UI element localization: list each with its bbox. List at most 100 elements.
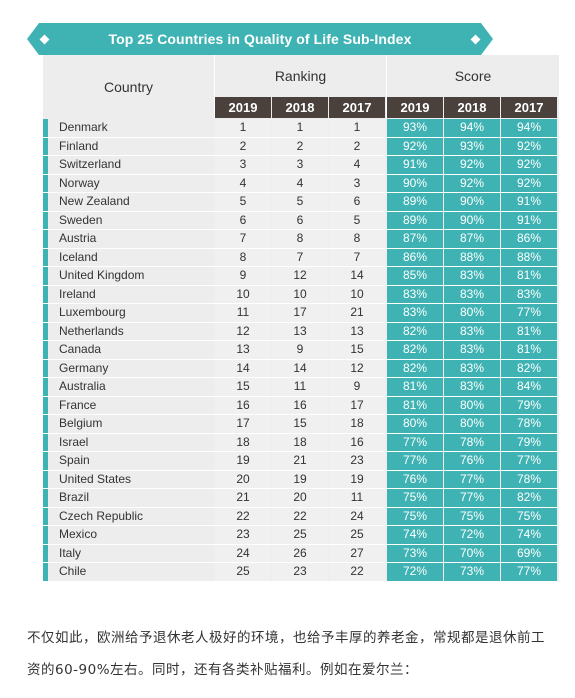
rank-cell: 18 bbox=[329, 415, 385, 433]
score-cell: 87% bbox=[444, 230, 500, 248]
table-row: Norway 4 4 3 90% 92% 92% bbox=[43, 174, 559, 193]
table-title: Top 25 Countries in Quality of Life Sub-… bbox=[108, 31, 412, 47]
rank-cell: 22 bbox=[215, 507, 271, 525]
score-cell: 81% bbox=[501, 341, 557, 359]
country-cell: Ireland bbox=[48, 285, 214, 303]
score-cell: 80% bbox=[444, 415, 500, 433]
rank-cell: 17 bbox=[329, 396, 385, 414]
rank-cell: 9 bbox=[329, 378, 385, 396]
score-cell: 82% bbox=[387, 341, 443, 359]
row-accent-bar bbox=[43, 341, 48, 359]
country-cell: United Kingdom bbox=[48, 267, 214, 285]
country-cell: Czech Republic bbox=[48, 507, 214, 525]
score-cell: 76% bbox=[387, 470, 443, 488]
table-row: Spain 19 21 23 77% 76% 77% bbox=[43, 452, 559, 471]
score-cell: 85% bbox=[387, 267, 443, 285]
country-cell: Canada bbox=[48, 341, 214, 359]
rank-cell: 5 bbox=[329, 211, 385, 229]
year-header: 2018 bbox=[444, 97, 500, 118]
rank-cell: 17 bbox=[272, 304, 328, 322]
header-divider bbox=[214, 55, 215, 118]
rank-cell: 6 bbox=[329, 193, 385, 211]
country-cell: Mexico bbox=[48, 526, 214, 544]
rank-cell: 4 bbox=[272, 174, 328, 192]
country-cell: New Zealand bbox=[48, 193, 214, 211]
row-accent-bar bbox=[43, 378, 48, 396]
header-country: Country bbox=[103, 78, 154, 95]
country-cell: France bbox=[48, 396, 214, 414]
score-cell: 78% bbox=[501, 470, 557, 488]
rank-cell: 10 bbox=[272, 285, 328, 303]
table-row: France 16 16 17 81% 80% 79% bbox=[43, 396, 559, 415]
rank-cell: 1 bbox=[329, 119, 385, 137]
table-row: Brazil 21 20 11 75% 77% 82% bbox=[43, 489, 559, 508]
rank-cell: 8 bbox=[272, 230, 328, 248]
rank-cell: 11 bbox=[329, 489, 385, 507]
score-cell: 80% bbox=[387, 415, 443, 433]
row-accent-bar bbox=[43, 470, 48, 488]
rank-cell: 12 bbox=[272, 267, 328, 285]
score-cell: 72% bbox=[387, 563, 443, 581]
score-cell: 77% bbox=[387, 452, 443, 470]
score-cell: 83% bbox=[444, 285, 500, 303]
table-body: Denmark 1 1 1 93% 94% 94% Finland 2 2 2 92% 93% 92% Sw… bbox=[43, 119, 559, 582]
score-cell: 89% bbox=[387, 211, 443, 229]
score-cell: 92% bbox=[444, 174, 500, 192]
rank-cell: 26 bbox=[272, 544, 328, 562]
country-cell: United States bbox=[48, 470, 214, 488]
score-cell: 77% bbox=[444, 470, 500, 488]
table-row: Australia 15 11 9 81% 83% 84% bbox=[43, 378, 559, 397]
country-cell: Denmark bbox=[48, 119, 214, 137]
score-cell: 94% bbox=[501, 119, 557, 137]
score-cell: 86% bbox=[501, 230, 557, 248]
row-accent-bar bbox=[43, 211, 48, 229]
table-row: Israel 18 18 16 77% 78% 79% bbox=[43, 433, 559, 452]
rank-cell: 24 bbox=[329, 507, 385, 525]
rank-cell: 5 bbox=[272, 193, 328, 211]
score-cell: 79% bbox=[501, 396, 557, 414]
score-cell: 87% bbox=[387, 230, 443, 248]
header-ranking: Ranking bbox=[274, 68, 327, 84]
rank-cell: 22 bbox=[272, 507, 328, 525]
score-cell: 77% bbox=[501, 563, 557, 581]
row-accent-bar bbox=[43, 489, 48, 507]
score-cell: 81% bbox=[387, 396, 443, 414]
rank-cell: 24 bbox=[215, 544, 271, 562]
row-accent-bar bbox=[43, 563, 48, 581]
score-cell: 91% bbox=[501, 211, 557, 229]
score-cell: 89% bbox=[387, 193, 443, 211]
country-cell: Switzerland bbox=[48, 156, 214, 174]
country-cell: Australia bbox=[48, 378, 214, 396]
score-cell: 73% bbox=[387, 544, 443, 562]
country-cell: Germany bbox=[48, 359, 214, 377]
rank-cell: 22 bbox=[329, 563, 385, 581]
score-cell: 83% bbox=[387, 285, 443, 303]
rank-cell: 7 bbox=[329, 248, 385, 266]
rank-cell: 14 bbox=[329, 267, 385, 285]
country-cell: Brazil bbox=[48, 489, 214, 507]
table-row: Czech Republic 22 22 24 75% 75% 75% bbox=[43, 507, 559, 526]
year-header: 2017 bbox=[501, 97, 557, 118]
ranking-year-headers: 2019 2018 2017 bbox=[215, 97, 386, 118]
table-row: United States 20 19 19 76% 77% 78% bbox=[43, 470, 559, 489]
rank-cell: 16 bbox=[272, 396, 328, 414]
rank-cell: 13 bbox=[215, 341, 271, 359]
score-cell: 80% bbox=[444, 396, 500, 414]
score-cell: 81% bbox=[501, 322, 557, 340]
row-accent-bar bbox=[43, 248, 48, 266]
rank-cell: 13 bbox=[272, 322, 328, 340]
score-cell: 82% bbox=[387, 359, 443, 377]
score-cell: 93% bbox=[387, 119, 443, 137]
rank-cell: 6 bbox=[215, 211, 271, 229]
score-cell: 69% bbox=[501, 544, 557, 562]
year-header: 2019 bbox=[215, 97, 271, 118]
score-cell: 91% bbox=[501, 193, 557, 211]
country-cell: Austria bbox=[48, 230, 214, 248]
rank-cell: 10 bbox=[215, 285, 271, 303]
rank-cell: 13 bbox=[329, 322, 385, 340]
rank-cell: 21 bbox=[272, 452, 328, 470]
rank-cell: 23 bbox=[272, 563, 328, 581]
rank-cell: 19 bbox=[215, 452, 271, 470]
table-row: Italy 24 26 27 73% 70% 69% bbox=[43, 544, 559, 563]
table-row: Sweden 6 6 5 89% 90% 91% bbox=[43, 211, 559, 230]
